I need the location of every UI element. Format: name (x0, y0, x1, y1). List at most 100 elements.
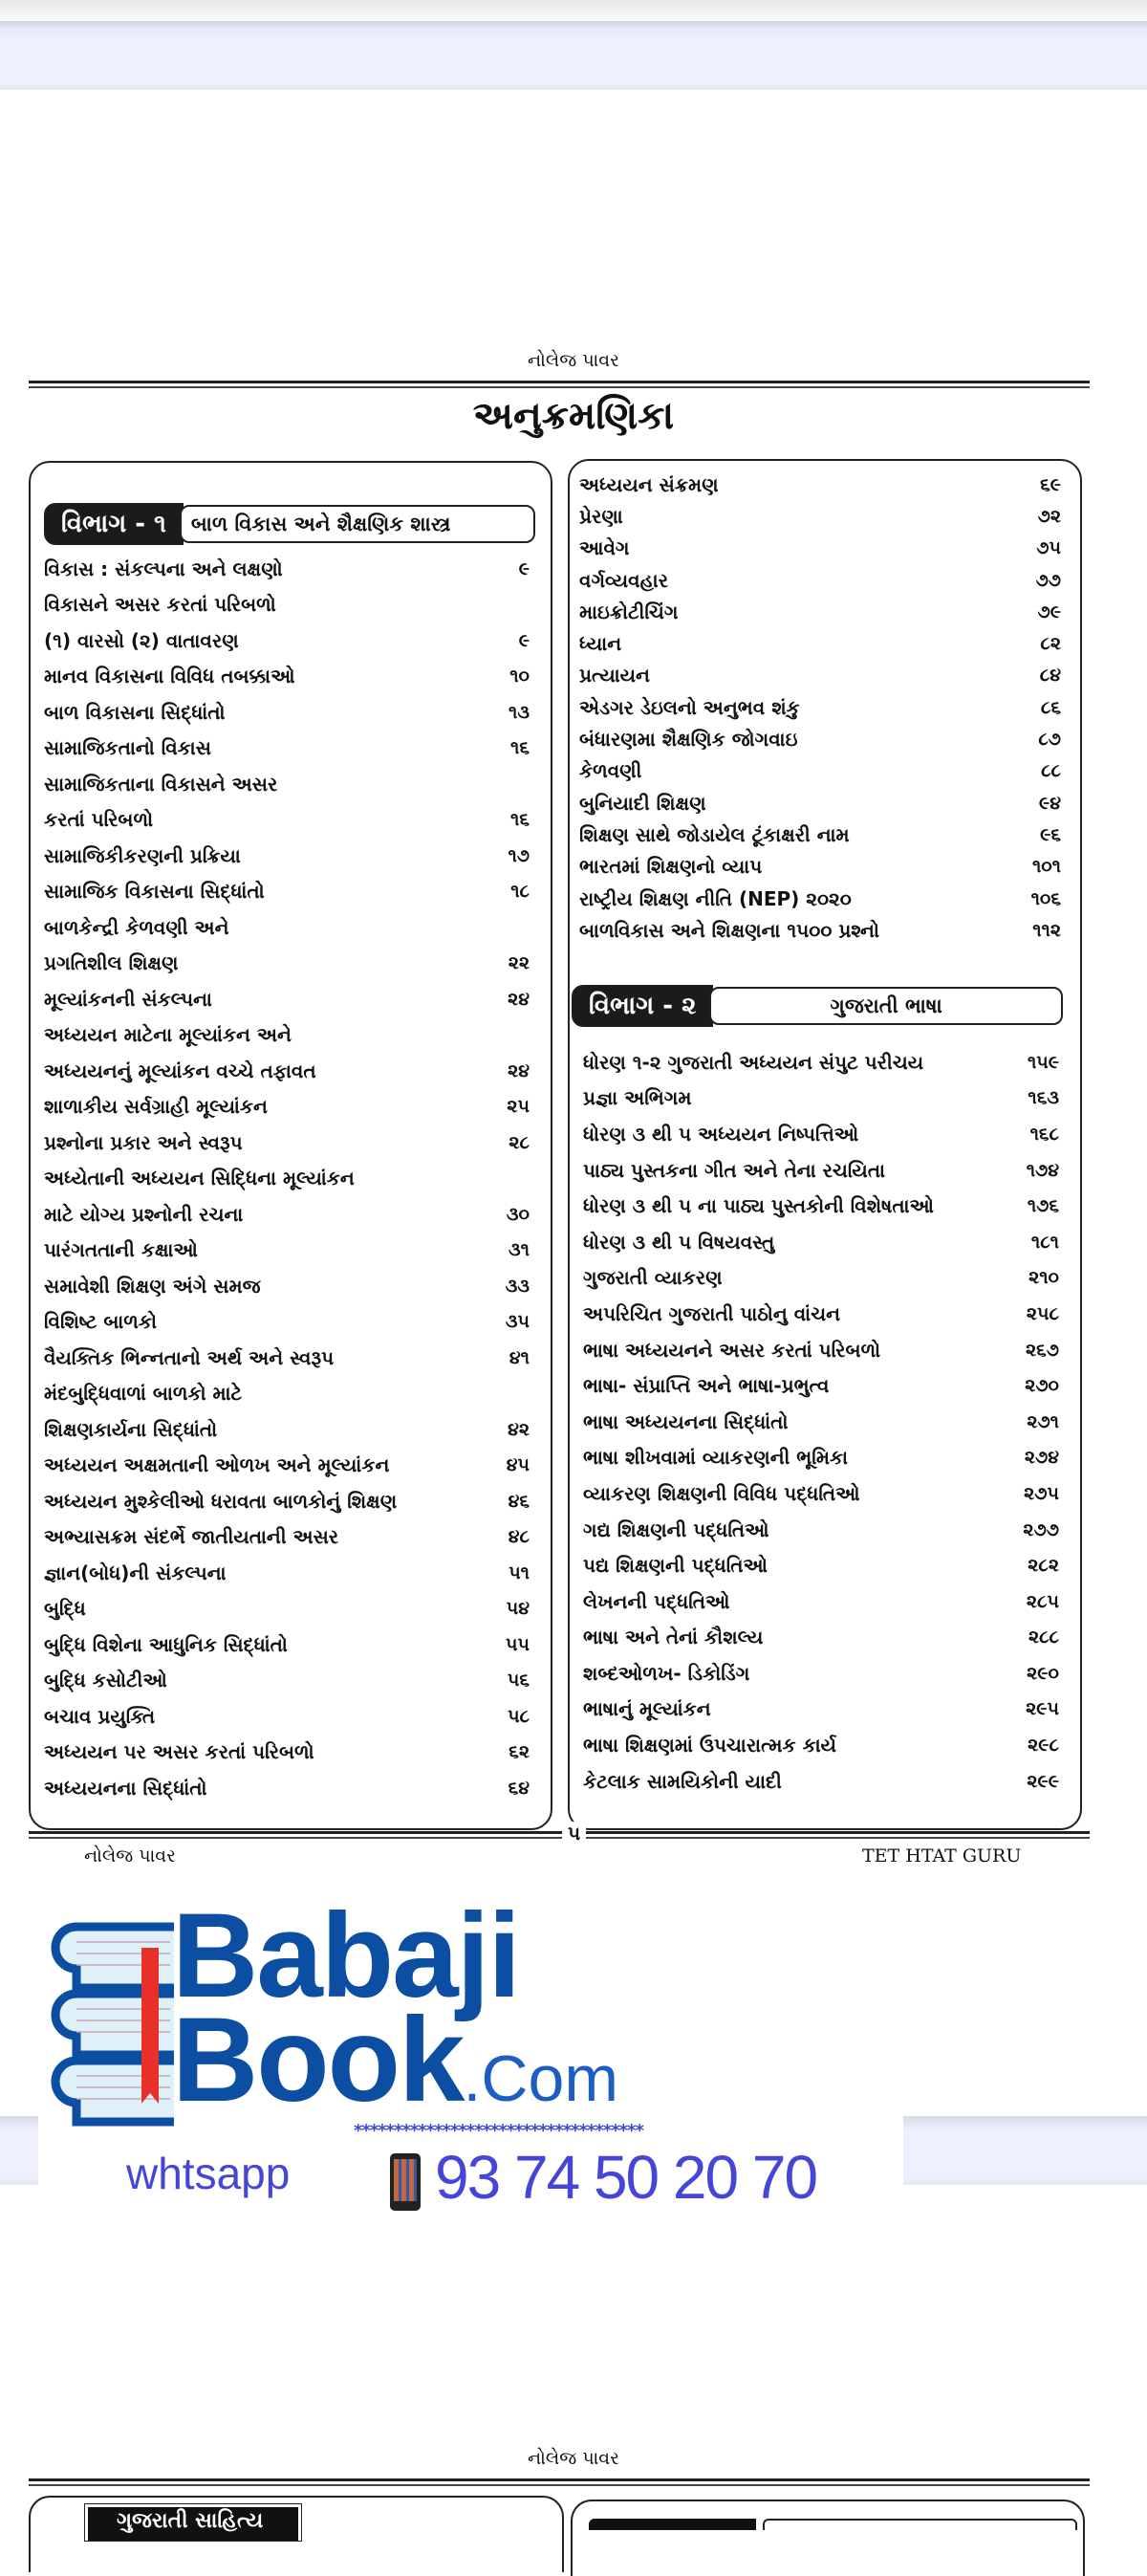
header-rule (29, 381, 1090, 388)
next-page-section-label-frame: ગુજરાતી સાહિત્ય (84, 2503, 302, 2542)
toc-entry-title: ધ્યાન (579, 632, 622, 656)
toc-entry-title: ધોરણ ૩ થી ૫ ના પાઠ્ય પુસ્તકોની વિશેષતાઓ (583, 1194, 934, 1218)
browser-top-strip (0, 0, 1147, 21)
toc-entry-title: રાષ્ટ્રીય શિક્ષણ નીતિ (NEP) ૨૦૨૦ (579, 886, 852, 910)
toc-entry: પ્રગતિશીલ શિક્ષણ ૨૨ (44, 946, 530, 982)
toc-entry-page: ૫૮ (508, 1705, 530, 1727)
toc-entry: વિકાસને અસર કરતાં પરિબળો (44, 587, 530, 623)
section2-name: ગુજરાતી ભાષા (709, 987, 1063, 1025)
toc-entry-title: ગદ્ય શિક્ષણની પદ્ધતિઓ (583, 1517, 769, 1541)
toc-entry-title: લેખનની પદ્ધતિઓ (583, 1589, 730, 1613)
toc-entry: ભાષા અને તેનાં કૌશલ્ય ૨૮૮ (583, 1620, 1059, 1656)
toc-entry-title: શિક્ષણકાર્યના સિદ્ધાંતો (44, 1417, 218, 1441)
toc-entry: બુદ્ધિ ૫૪ (44, 1591, 530, 1627)
toc-entry-title: પ્રજ્ઞા અભિગમ (583, 1086, 692, 1110)
toc-entry-title: પાઠ્ય પુસ્તકના ગીત અને તેના રચયિતા (583, 1158, 885, 1182)
toc-entry: સામાજિકતાના વિકાસને અસર (44, 766, 530, 802)
toc-entry: અભ્યાસક્રમ સંદર્ભે જાતીયતાની અસર ૪૮ (44, 1519, 530, 1556)
toc-entry-page: ૯૪ (1038, 792, 1061, 814)
toc-entry: કેટલાક સામયિકોની યાદી ૨૯૯ (583, 1763, 1059, 1800)
toc-entry-page: ૯ (518, 629, 530, 651)
page-gap-band (0, 21, 1147, 90)
toc-entry-title: માટે યોગ્ય પ્રશ્નોની રચના (44, 1202, 244, 1226)
next-page-right-box (571, 2500, 1085, 2576)
toc-entry-title: કેળવણી (579, 759, 642, 783)
toc-entry-page: ૪૨ (508, 1418, 530, 1440)
toc-entry: મૂલ્યાંકનની સંકલ્પના ૨૪ (44, 981, 530, 1017)
toc-entry-page: ૩૧ (509, 1239, 530, 1261)
toc-entry: બચાવ પ્રયુક્તિ ૫૮ (44, 1698, 530, 1735)
toc-entry: ધોરણ ૩ થી ૫ અધ્યયન નિષ્પત્તિઓ ૧૬૮ (583, 1116, 1059, 1152)
toc-entry: પ્રત્યાયન ૮૪ (579, 660, 1061, 691)
toc-entry-title: (૧) વારસો (૨) વાતાવરણ (44, 628, 239, 652)
toc-entry: ભાષા શીખવામાં વ્યાકરણની ભૂમિકા ૨૭૪ (583, 1440, 1059, 1476)
toc-entry-title: શાળાકીય સર્વગ્રાહી મૂલ્યાંકન (44, 1095, 268, 1119)
toc-entry: શિક્ષણ સાથે જોડાયેલ ટૂંકાક્ષરી નામ ૯૬ (579, 819, 1061, 850)
toc-entry: શિક્ષણકાર્યના સિદ્ધાંતો ૪૨ (44, 1411, 530, 1448)
toc-entry: અધ્યયન પર અસર કરતાં પરિબળો ૬૨ (44, 1735, 530, 1771)
toc-entry: બંધારણમા શૈક્ષણિક જોગવાઇ ૮૭ (579, 723, 1061, 754)
toc-entry-title: ભાષા અને તેનાં કૌશલ્ય (583, 1626, 764, 1649)
toc-entry: ભાષાનું મૂલ્યાંકન ૨૯૫ (583, 1692, 1059, 1728)
left-column-box (29, 461, 552, 1830)
toc-entry: (૧) વારસો (૨) વાતાવરણ ૯ (44, 622, 530, 659)
toc-entry-title: કરતાં પરિબળો (44, 808, 154, 832)
section1-label: વિભાગ - ૧ (44, 503, 184, 545)
toc-entry-title: બુદ્ધિ વિશેના આધુનિક સિદ્ધાંતો (44, 1632, 288, 1656)
toc-entry-page: ૪૬ (508, 1490, 530, 1512)
next-page-running-header: નોલેજ પાવર (528, 2448, 619, 2469)
toc-entry-page: ૨૭૦ (1025, 1375, 1059, 1397)
toc-entry-title: ભાષાનું મૂલ્યાંકન (583, 1697, 711, 1721)
toc-entry-page: ૪૫ (506, 1454, 530, 1476)
toc-entry-page: ૨૧૦ (1028, 1267, 1059, 1289)
toc-entry: વૈયક્તિક ભિન્નતાનો અર્થ અને સ્વરૂપ ૪૧ (44, 1340, 530, 1376)
toc-entry-title: ભાષા શીખવામાં વ્યાકરણની ભૂમિકા (583, 1446, 848, 1470)
toc-entry-page: ૭૨ (1037, 505, 1061, 527)
toc-entry-page: ૧૮૧ (1030, 1231, 1059, 1253)
toc-entry: અધ્યયન માટેના મૂલ્યાંકન અને (44, 1017, 530, 1054)
toc-entry-title: બચાવ પ્રયુક્તિ (44, 1704, 156, 1728)
toc-entry-page: ૨૮ (509, 1131, 530, 1153)
toc-entry: કેળવણી ૮૮ (579, 755, 1061, 787)
toc-entry-page: ૬૯ (1040, 473, 1061, 495)
toc-entry: ગદ્ય શિક્ષણની પદ્ધતિઓ ૨૭૭ (583, 1512, 1059, 1548)
toc-entry-title: ભાષા અધ્યયનને અસર કરતાં પરિબળો (583, 1338, 881, 1362)
section1-continued-entries: અધ્યયન સંક્રમણ ૬૯ પ્રેરણા ૭૨ આવેગ ૭૫ વર્ગવ્યવહ… (579, 469, 1061, 946)
toc-entry-title: બાળવિકાસ અને શિક્ષણના ૧૫૦૦ પ્રશ્નો (579, 918, 879, 942)
toc-entry-title: બુનિયાદી શિક્ષણ (579, 791, 706, 815)
toc-entry-page: ૧૦૧ (1031, 856, 1061, 878)
toc-entry: સામાજિક વિકાસના સિદ્ધાંતો ૧૮ (44, 874, 530, 910)
toc-entry-title: ભાષા- સંપ્રાપ્તિ અને ભાષા-પ્રભુત્વ (583, 1374, 830, 1398)
toc-entry-title: વિકાસ : સંકલ્પના અને લક્ષણો (44, 557, 283, 580)
toc-entry-page: ૨૯૦ (1027, 1662, 1059, 1684)
toc-entry-title: શિક્ષણ સાથે જોડાયેલ ટૂંકાક્ષરી નામ (579, 822, 850, 846)
toc-entry: ગુજરાતી વ્યાકરણ ૨૧૦ (583, 1260, 1059, 1297)
toc-entry-page: ૧૬ (510, 737, 530, 759)
toc-entry: પદ્ય શિક્ષણની પદ્ધતિઓ ૨૮૨ (583, 1547, 1059, 1583)
next-page-section-name-frame (763, 2519, 1077, 2530)
toc-entry-title: ભારતમાં શિક્ષણનો વ્યાપ (579, 855, 763, 879)
toc-entry: ધોરણ ૧-૨ ગુજરાતી અધ્યયન સંપુટ પરીચય ૧૫૯ (583, 1044, 1059, 1081)
toc-entry-page: ૨૭૧ (1027, 1410, 1059, 1432)
toc-entry-title: મંદબુદ્ધિવાળાં બાળકો માટે (44, 1382, 243, 1406)
toc-entry-title: સામાજિકતાનો વિકાસ (44, 736, 211, 760)
toc-entry: ધોરણ ૩ થી ૫ વિષયવસ્તુ ૧૮૧ (583, 1224, 1059, 1260)
toc-entry-page: ૭૫ (1036, 537, 1061, 559)
toc-entry: પાઠ્ય પુસ્તકના ગીત અને તેના રચયિતા ૧૭૪ (583, 1152, 1059, 1189)
toc-entry-page: ૨૫૮ (1026, 1302, 1059, 1324)
page-title: અનુક્રમણિકા (472, 394, 675, 438)
toc-entry-page: ૯ (518, 557, 530, 579)
toc-entry-page: ૧૭૬ (1027, 1195, 1059, 1217)
toc-entry-page: ૮૮ (1041, 760, 1061, 782)
toc-entry-page: ૧૮ (510, 881, 530, 903)
toc-entry-title: બુદ્ધિ કસોટીઓ (44, 1669, 167, 1692)
toc-entry-page: ૨૭૭ (1023, 1518, 1059, 1540)
toc-entry-title: અધ્યેતાની અધ્યયન સિદ્ધિના મૂલ્યાંકન (44, 1167, 355, 1190)
toc-entry: અધ્યયન સંક્રમણ ૬૯ (579, 469, 1061, 500)
toc-entry: વર્ગવ્યવહાર ૭૭ (579, 564, 1061, 596)
toc-entry-title: સામાજિકતાના વિકાસને અસર (44, 772, 278, 796)
toc-entry-page: ૯૬ (1040, 823, 1061, 845)
toc-entry: ધોરણ ૩ થી ૫ ના પાઠ્ય પુસ્તકોની વિશેષતાઓ ૧… (583, 1188, 1059, 1224)
toc-entry: આવેગ ૭૫ (579, 533, 1061, 564)
toc-entry: અધ્યયન અક્ષમતાની ઓળખ અને મૂલ્યાંકન ૪૫ (44, 1448, 530, 1484)
